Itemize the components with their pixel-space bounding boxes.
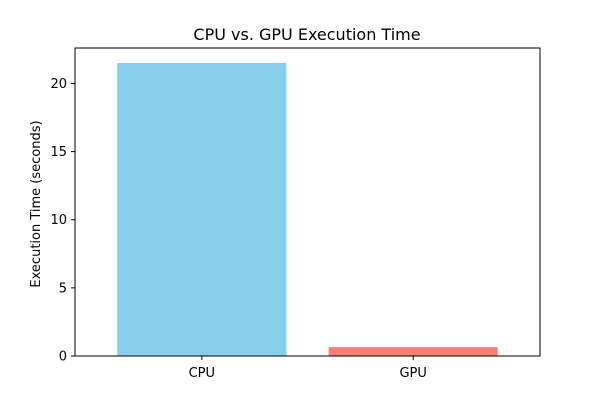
bar-cpu [117,62,287,356]
bars-layer [117,62,498,356]
x-tick-label-gpu: GPU [399,366,426,381]
chart-title: CPU vs. GPU Execution Time [193,25,420,44]
plot-frame [74,47,541,357]
y-tick-label: 15 [50,145,67,160]
y-tick-label: 0 [59,350,67,365]
y-tick-label: 10 [50,213,67,228]
y-tick-label: 5 [59,281,67,296]
x-tick-label-cpu: CPU [189,366,215,381]
ticks-layer: CPU GPU 0 5 10 15 20 [50,77,426,381]
y-axis-label: Execution Time (seconds) [29,120,44,287]
bar-gpu [328,347,498,356]
y-tick-label: 20 [50,77,67,92]
